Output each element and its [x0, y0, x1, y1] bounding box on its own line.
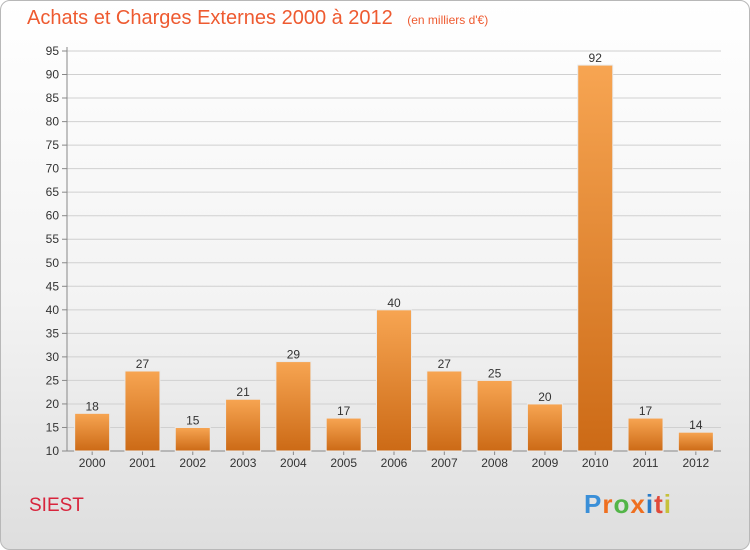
x-tick-label-2007: 2007	[431, 456, 458, 470]
x-tick-label-2004: 2004	[280, 456, 307, 470]
y-tick-label: 90	[46, 68, 60, 82]
x-tick-label-2000: 2000	[79, 456, 106, 470]
data-label-2005: 17	[337, 404, 351, 418]
bar-2001	[124, 370, 161, 452]
y-tick-label: 80	[46, 115, 60, 129]
bar-2011	[627, 417, 664, 452]
x-tick-label-2002: 2002	[179, 456, 206, 470]
data-label-2002: 15	[186, 413, 200, 427]
y-tick-label: 25	[46, 373, 60, 387]
commune-name: SIEST	[29, 495, 84, 516]
data-label-2004: 29	[287, 348, 301, 362]
chart-subtitle: (en milliers d'€)	[407, 13, 489, 27]
data-label-2008: 25	[488, 366, 502, 380]
data-label-2012: 14	[689, 418, 703, 432]
bar-2007	[426, 370, 463, 452]
x-tick-label-2011: 2011	[633, 456, 659, 470]
data-label-2009: 20	[538, 390, 552, 404]
bar-2004	[275, 361, 312, 452]
bar-2008	[476, 379, 513, 452]
data-label-2006: 40	[387, 296, 401, 310]
bars	[74, 64, 714, 452]
bar-2009	[526, 403, 563, 452]
y-tick-label: 70	[46, 162, 60, 176]
labels: 10 15 20 25 30 35 40 45 50 55 60 65 70 75 80 85 90 95 18 20…	[46, 44, 710, 470]
data-label-2010: 92	[589, 51, 603, 65]
x-tick-label-2006: 2006	[381, 456, 408, 470]
x-tick-label-2010: 2010	[582, 456, 609, 470]
y-tick-label: 20	[46, 397, 60, 411]
bar-2003	[225, 398, 262, 452]
bar-2006	[376, 309, 412, 452]
y-tick-label: 35	[46, 326, 60, 340]
y-tick-label: 60	[46, 209, 60, 223]
chart-title: Achats et Charges Externes 2000 à 2012	[27, 7, 393, 29]
y-tick-label: 55	[46, 232, 60, 246]
y-tick-label: 75	[46, 138, 60, 152]
bar-2012	[677, 431, 714, 452]
y-tick-label: 95	[46, 44, 60, 58]
data-label-2011: 17	[639, 404, 653, 418]
title-row: Achats et Charges Externes 2000 à 2012 (…	[27, 7, 488, 30]
y-tick-label: 40	[46, 303, 60, 317]
x-tick-label-2012: 2012	[682, 456, 709, 470]
x-tick-label-2005: 2005	[330, 456, 357, 470]
x-tick-label-2008: 2008	[481, 456, 508, 470]
bar-2002	[174, 426, 211, 452]
bar-2000	[74, 412, 111, 452]
y-tick-label: 30	[46, 350, 60, 364]
y-tick-label: 65	[46, 185, 60, 199]
data-label-2000: 18	[85, 399, 99, 413]
y-tick-label: 45	[46, 279, 60, 293]
y-tick-label: 10	[46, 444, 60, 458]
data-label-2007: 27	[438, 357, 452, 371]
y-tick-label: 50	[46, 256, 60, 270]
x-tick-label-2009: 2009	[532, 456, 559, 470]
y-tick-label: 85	[46, 91, 60, 105]
x-tick-label-2001: 2001	[129, 456, 156, 470]
bar-2005	[325, 417, 362, 452]
y-tick-label: 15	[46, 420, 60, 434]
proxiti-logo: Proxiti	[584, 489, 672, 519]
data-label-2001: 27	[136, 357, 150, 371]
x-tick-label-2003: 2003	[230, 456, 257, 470]
bar-2010	[577, 64, 614, 452]
data-label-2003: 21	[236, 385, 250, 399]
